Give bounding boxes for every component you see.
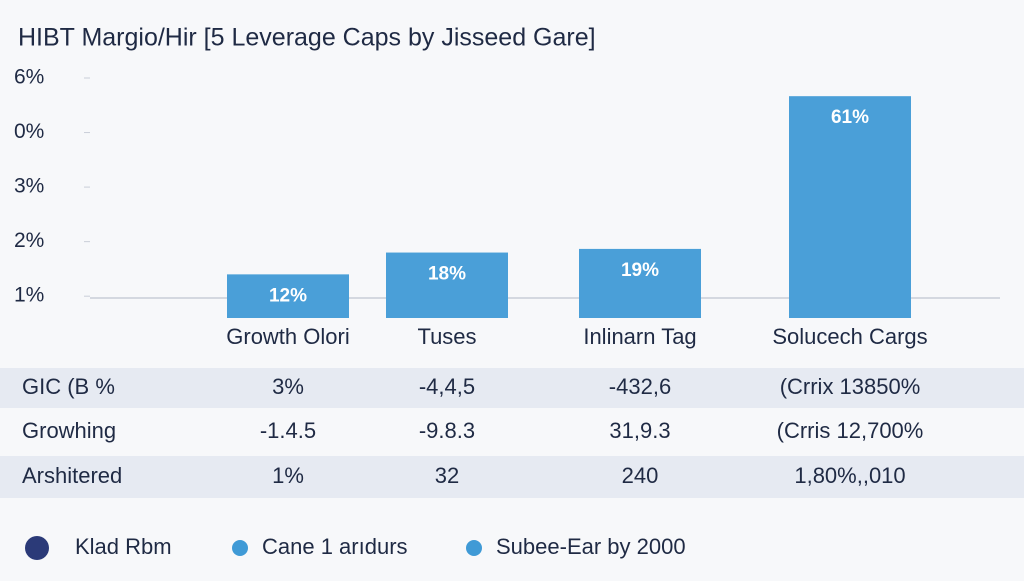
bar: [227, 274, 349, 318]
x-tick-label: Inlinarn Tag: [583, 324, 696, 349]
row-header: Arshitered: [22, 463, 122, 488]
data-label: 12%: [269, 285, 307, 306]
table-cell: 1,80%,,010: [794, 463, 905, 488]
row-header: Growhing: [22, 418, 116, 443]
bar: [579, 248, 701, 318]
y-tick-label: 2%: [14, 229, 44, 252]
data-label: 61%: [831, 107, 869, 128]
bar: [386, 252, 508, 318]
chart-title: HIBT Margio/Hir [5 Leverage Caps by Jiss…: [18, 24, 596, 52]
table-row: [0, 410, 1024, 454]
table-cell: (Crris 12,700%: [777, 418, 924, 443]
table-cell: 32: [435, 463, 459, 488]
legend-label: Subee-Ear by 2000: [496, 534, 686, 559]
table-cell: -9.8.3: [419, 418, 475, 443]
table-cell: 240: [622, 463, 659, 488]
x-tick-label: Solucech Cargs: [772, 324, 927, 349]
table-cell: 1%: [272, 463, 304, 488]
y-tick-label: 0%: [14, 120, 44, 143]
legend-label: Klad Rbm: [75, 534, 172, 559]
y-tick-label: 6%: [14, 66, 44, 89]
legend-marker: [25, 536, 49, 560]
table-cell: 31,9.3: [609, 418, 670, 443]
legend-marker: [466, 540, 482, 556]
bar: [789, 96, 911, 318]
x-tick-label: Tuses: [417, 324, 476, 349]
x-tick-label: Growth Olori: [226, 324, 349, 349]
row-header: GIC (B %: [22, 374, 115, 399]
table-row: [0, 456, 1024, 498]
table-cell: (Crrix 13850%: [780, 374, 921, 399]
legend-marker: [232, 540, 248, 556]
table-cell: -432,6: [609, 374, 671, 399]
table-cell: -1.4.5: [260, 418, 316, 443]
y-tick-label: 3%: [14, 175, 44, 198]
data-label: 18%: [428, 264, 466, 285]
y-tick-label: 1%: [14, 284, 44, 307]
table-cell: -4,4,5: [419, 374, 475, 399]
table-row: [0, 368, 1024, 408]
legend-label: Cane 1 arıdurs: [262, 534, 408, 559]
data-label: 19%: [621, 260, 659, 281]
table-cell: 3%: [272, 374, 304, 399]
